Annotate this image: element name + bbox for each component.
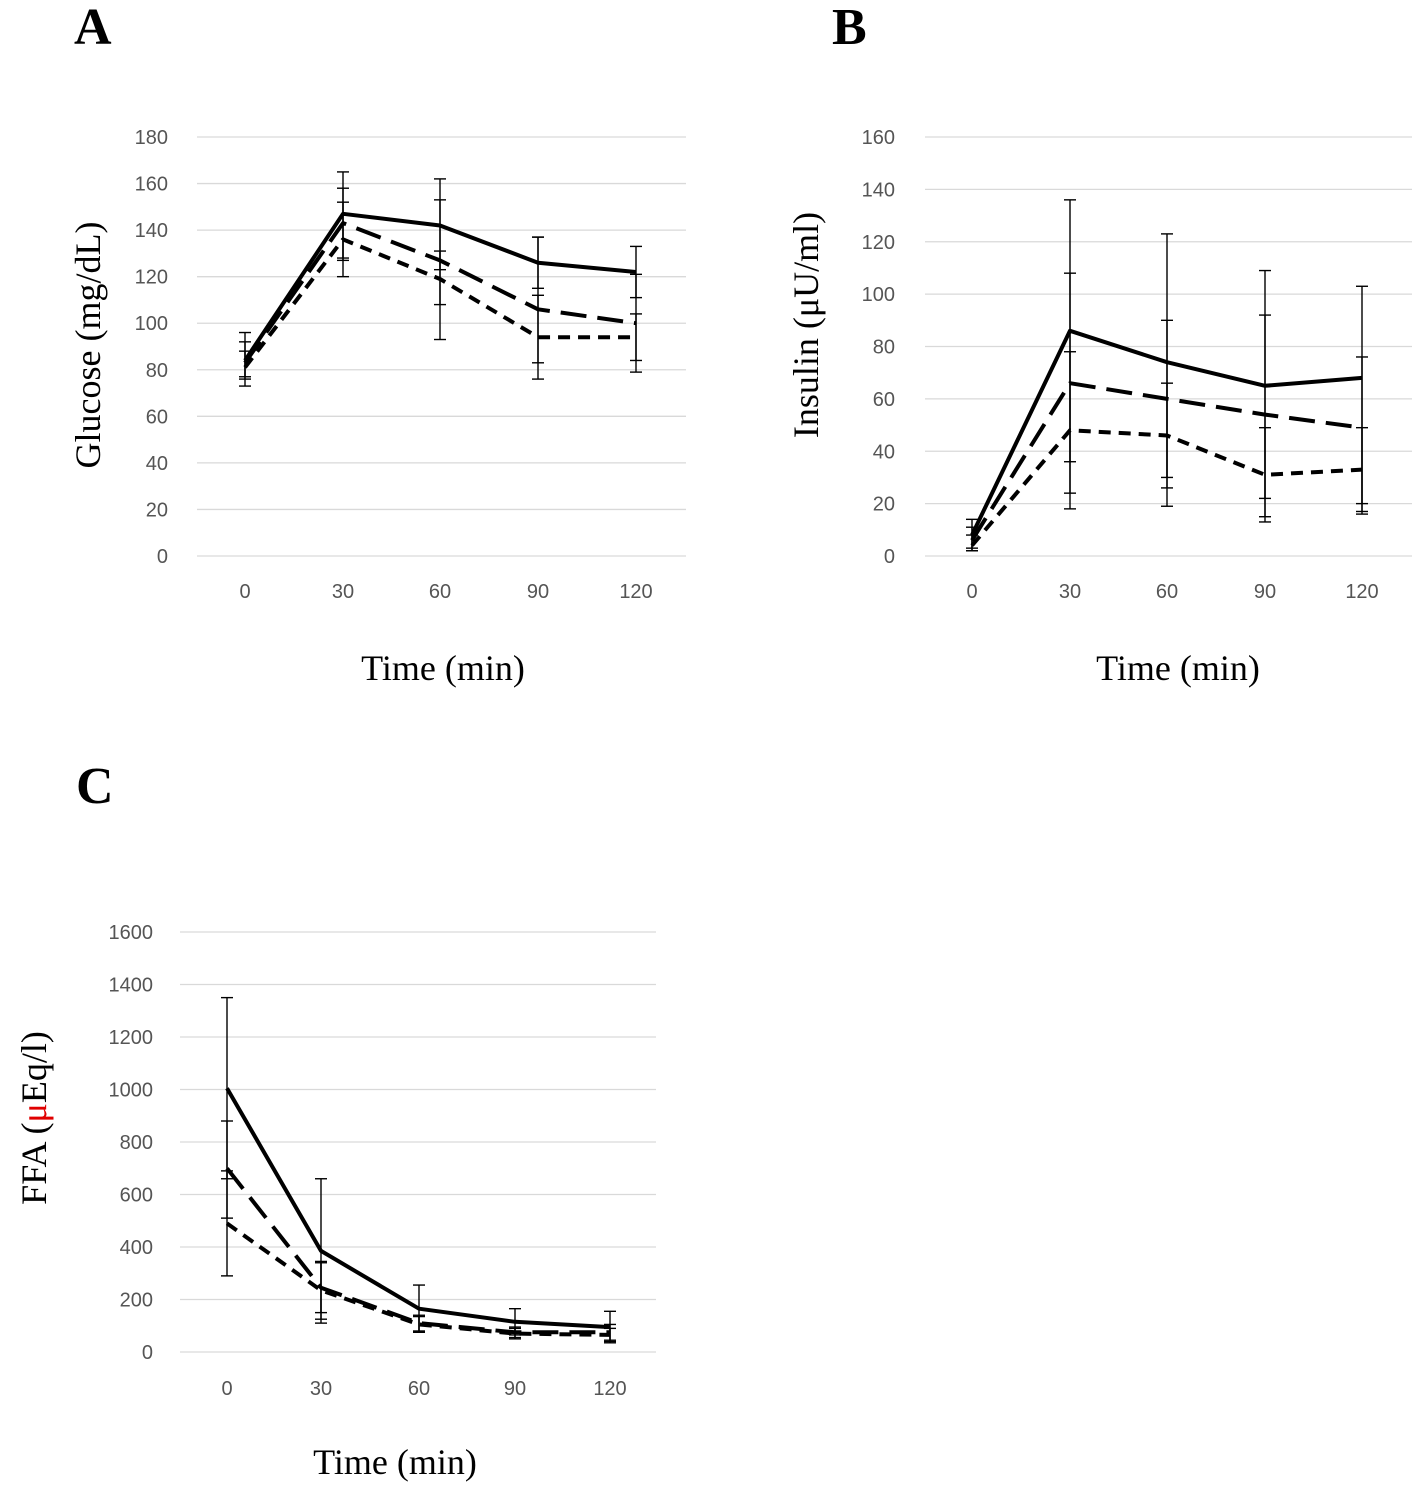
y-tick-label: 80 xyxy=(873,337,895,359)
panel-b-error-bars xyxy=(966,199,1368,552)
panel-c-y-axis-title-prefix: FFA ( xyxy=(14,1122,54,1204)
y-tick-label: 600 xyxy=(120,1185,153,1207)
x-tick-label: 120 xyxy=(619,581,652,603)
y-tick-label: 140 xyxy=(135,220,168,242)
panel-c-label: C xyxy=(76,758,114,815)
panel-a-label: A xyxy=(74,0,112,56)
panel-b-x-ticks: 0 30 60 90 120 xyxy=(966,581,1378,603)
panel-b-y-ticks: 0 20 40 60 80 100 120 140 160 xyxy=(862,127,895,568)
y-tick-label: 200 xyxy=(120,1290,153,1312)
y-tick-label: 0 xyxy=(142,1342,153,1364)
panel-c-series xyxy=(225,1087,611,1337)
series-line-solid xyxy=(225,1087,611,1330)
series-line-short-dash xyxy=(970,428,1363,547)
y-tick-label: 1200 xyxy=(109,1027,154,1049)
y-tick-label: 80 xyxy=(146,360,168,382)
x-tick-label: 0 xyxy=(239,581,250,603)
y-tick-label: 40 xyxy=(873,441,895,463)
y-tick-label: 120 xyxy=(135,267,168,289)
panel-a-x-ticks: 0 30 60 90 120 xyxy=(239,581,652,603)
y-tick-label: 60 xyxy=(873,389,895,411)
y-tick-label: 100 xyxy=(135,313,168,335)
series-line-solid xyxy=(243,211,637,362)
y-tick-label: 0 xyxy=(884,546,895,568)
y-tick-label: 400 xyxy=(120,1237,153,1259)
x-tick-label: 60 xyxy=(429,581,451,603)
x-tick-label: 120 xyxy=(1345,581,1378,603)
panel-c-gridlines xyxy=(180,931,656,1353)
y-tick-label: 800 xyxy=(120,1132,153,1154)
y-tick-label: 20 xyxy=(873,494,895,516)
series-line-short-dash xyxy=(243,237,636,369)
panel-c-y-axis-title-mu: μ xyxy=(14,1103,54,1122)
panel-a-y-axis-title: Glucose (mg/dL) xyxy=(68,222,108,469)
y-tick-label: 160 xyxy=(862,127,895,149)
x-tick-label: 60 xyxy=(1156,581,1178,603)
series-line-long-dash xyxy=(243,221,637,364)
panel-a-y-ticks: 0 20 40 60 80 100 120 140 160 180 xyxy=(135,127,168,568)
panel-b-series xyxy=(970,328,1363,547)
panel-a-series xyxy=(243,211,637,369)
panel-c-x-axis-title: Time (min) xyxy=(313,1442,477,1482)
panel-c-y-ticks: 0 200 400 600 800 1000 1200 1400 1600 xyxy=(109,922,154,1364)
panel-b-x-axis-title: Time (min) xyxy=(1096,648,1260,688)
panel-b-insulin: B 0 20 40 60 80 100 120 140 160 0 30 60 90 120 Insul… xyxy=(786,0,1412,688)
y-tick-label: 140 xyxy=(862,179,895,201)
panel-a-x-axis-title: Time (min) xyxy=(361,648,525,688)
y-tick-label: 60 xyxy=(146,406,168,428)
series-line-long-dash xyxy=(970,381,1363,542)
panel-c-error-bars xyxy=(221,996,616,1344)
y-tick-label: 20 xyxy=(146,499,168,521)
x-tick-label: 0 xyxy=(221,1378,232,1400)
x-tick-label: 120 xyxy=(593,1378,626,1400)
y-tick-label: 1000 xyxy=(109,1080,154,1102)
x-tick-label: 0 xyxy=(966,581,977,603)
x-tick-label: 90 xyxy=(1254,581,1276,603)
x-tick-label: 60 xyxy=(408,1378,430,1400)
y-tick-label: 160 xyxy=(135,174,168,196)
panel-b-y-axis-title: Insulin (μU/ml) xyxy=(786,212,826,438)
y-tick-label: 1400 xyxy=(109,975,154,997)
series-line-solid xyxy=(970,328,1363,536)
y-tick-label: 180 xyxy=(135,127,168,149)
panel-b-label: B xyxy=(832,0,867,56)
y-tick-label: 40 xyxy=(146,453,168,475)
y-tick-label: 100 xyxy=(862,284,895,306)
y-tick-label: 120 xyxy=(862,232,895,254)
x-tick-label: 90 xyxy=(504,1378,526,1400)
panel-c-ffa: C 0 200 400 600 800 1000 1200 1400 1600 0 30 60 90 1… xyxy=(14,758,656,1482)
panel-c-x-ticks: 0 30 60 90 120 xyxy=(221,1378,626,1400)
panel-b-gridlines xyxy=(925,136,1412,557)
panel-c-y-axis-title: FFA (μEq/l) xyxy=(14,1031,54,1205)
panel-a-gridlines xyxy=(197,136,686,557)
panel-c-y-axis-title-suffix: Eq/l) xyxy=(14,1031,54,1103)
x-tick-label: 90 xyxy=(527,581,549,603)
y-tick-label: 0 xyxy=(157,546,168,568)
x-tick-label: 30 xyxy=(1059,581,1081,603)
series-line-short-dash xyxy=(225,1221,611,1337)
x-tick-label: 30 xyxy=(310,1378,332,1400)
panel-a-glucose: A 0 20 40 60 80 100 120 140 160 180 0 30 60 90 120 Gl… xyxy=(68,0,686,688)
y-tick-label: 1600 xyxy=(109,922,154,944)
x-tick-label: 30 xyxy=(332,581,354,603)
